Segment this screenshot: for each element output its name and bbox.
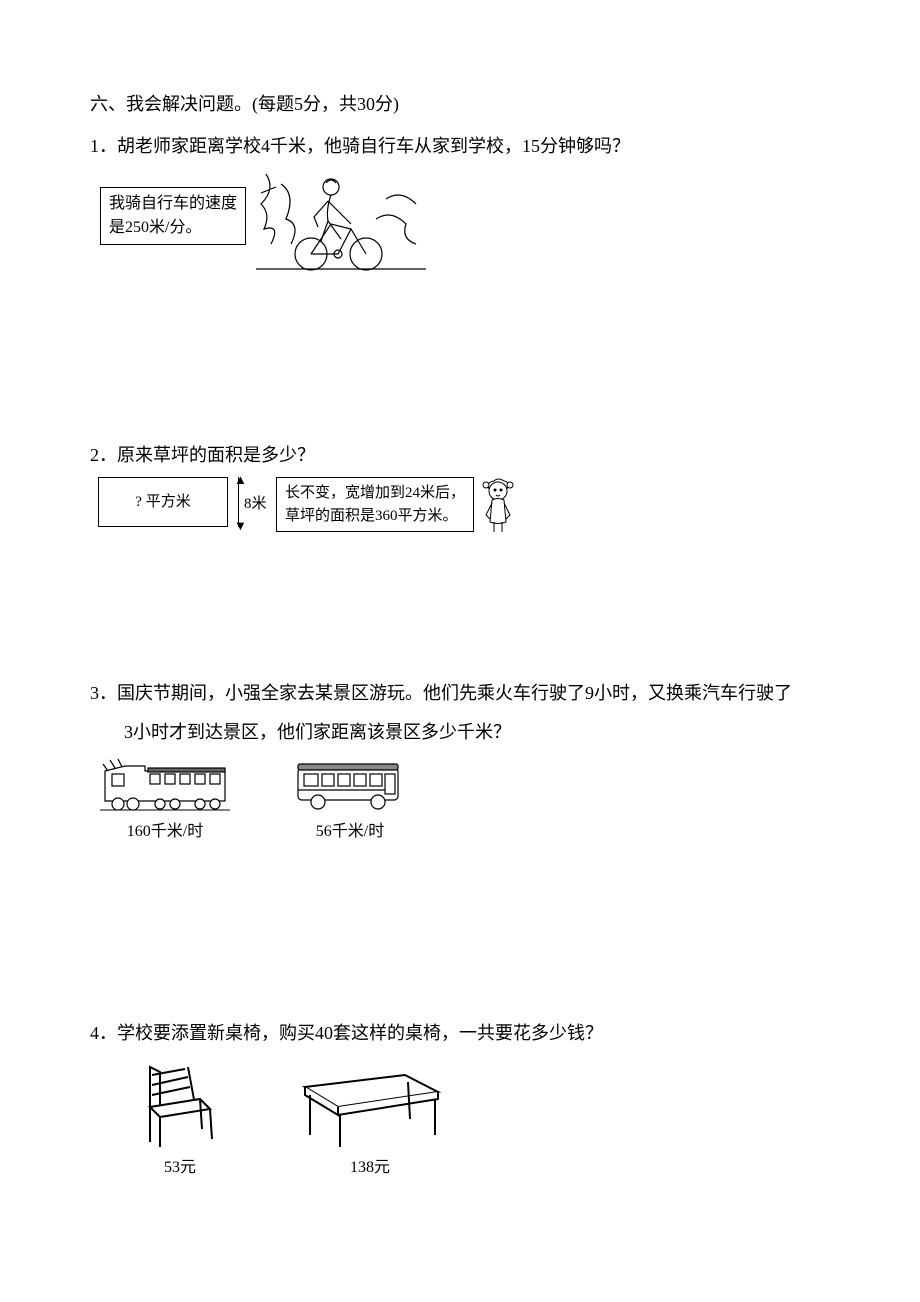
cyclist-icon — [256, 169, 426, 279]
speech-box-lawn: 长不变，宽增加到24米后， 草坪的面积是360平方米。 — [276, 477, 474, 532]
problem-3-figure: 160千米/时 56千米/时 — [100, 756, 830, 847]
train-caption: 160千米/时 — [100, 818, 230, 847]
dimension-8m: ▲ 8米 ▼ — [228, 477, 270, 537]
problem-4: 4．学校要添置新桌椅，购买40套这样的桌椅，一共要花多少钱？ 53元 — [90, 1017, 830, 1183]
problem-4-text: 4．学校要添置新桌椅，购买40套这样的桌椅，一共要花多少钱？ — [90, 1017, 830, 1049]
speech-lawn-line2: 草坪的面积是360平方米。 — [285, 508, 458, 524]
dim-label-8m: 8米 — [244, 491, 267, 518]
problem-3: 3．国庆节期间，小强全家去某景区游玩。他们先乘火车行驶了9小时，又换乘汽车行驶了… — [90, 677, 830, 847]
desk-caption: 138元 — [290, 1154, 450, 1183]
girl-icon — [478, 477, 520, 537]
problem-1: 1．胡老师家距离学校4千米，他骑自行车从家到学校，15分钟够吗？ 我骑自行车的速… — [90, 130, 830, 278]
desk-icon — [290, 1057, 450, 1152]
chair-caption: 53元 — [130, 1154, 230, 1183]
bus-caption: 56千米/时 — [290, 818, 410, 847]
speech-box-bike: 我骑自行车的速度 是250米/分。 — [100, 187, 246, 245]
section-header: 六、我会解决问题。(每题5分，共30分) — [90, 88, 830, 120]
speech-lawn-line1: 长不变，宽增加到24米后， — [285, 485, 465, 501]
problem-2-text: 2．原来草坪的面积是多少？ — [90, 439, 830, 471]
problem-1-figure: 我骑自行车的速度 是250米/分。 — [100, 169, 830, 279]
lawn-label: ? 平方米 — [135, 489, 190, 516]
problem-2: 2．原来草坪的面积是多少？ ? 平方米 ▲ 8米 ▼ 长不变，宽增加到24米后，… — [90, 439, 830, 537]
problem-3-line1: 3．国庆节期间，小强全家去某景区游玩。他们先乘火车行驶了9小时，又换乘汽车行驶了 — [90, 677, 830, 709]
chair-icon — [130, 1057, 230, 1152]
problem-4-figure: 53元 138元 — [130, 1057, 830, 1183]
train-icon — [100, 756, 230, 816]
problem-3-line2: 3小时才到达景区，他们家距离该景区多少千米？ — [90, 716, 830, 748]
problem-2-figure: ? 平方米 ▲ 8米 ▼ 长不变，宽增加到24米后， 草坪的面积是360平方米。 — [98, 477, 830, 537]
bus-icon — [290, 756, 410, 816]
problem-1-text: 1．胡老师家距离学校4千米，他骑自行车从家到学校，15分钟够吗？ — [90, 130, 830, 162]
lawn-rectangle: ? 平方米 — [98, 477, 228, 527]
